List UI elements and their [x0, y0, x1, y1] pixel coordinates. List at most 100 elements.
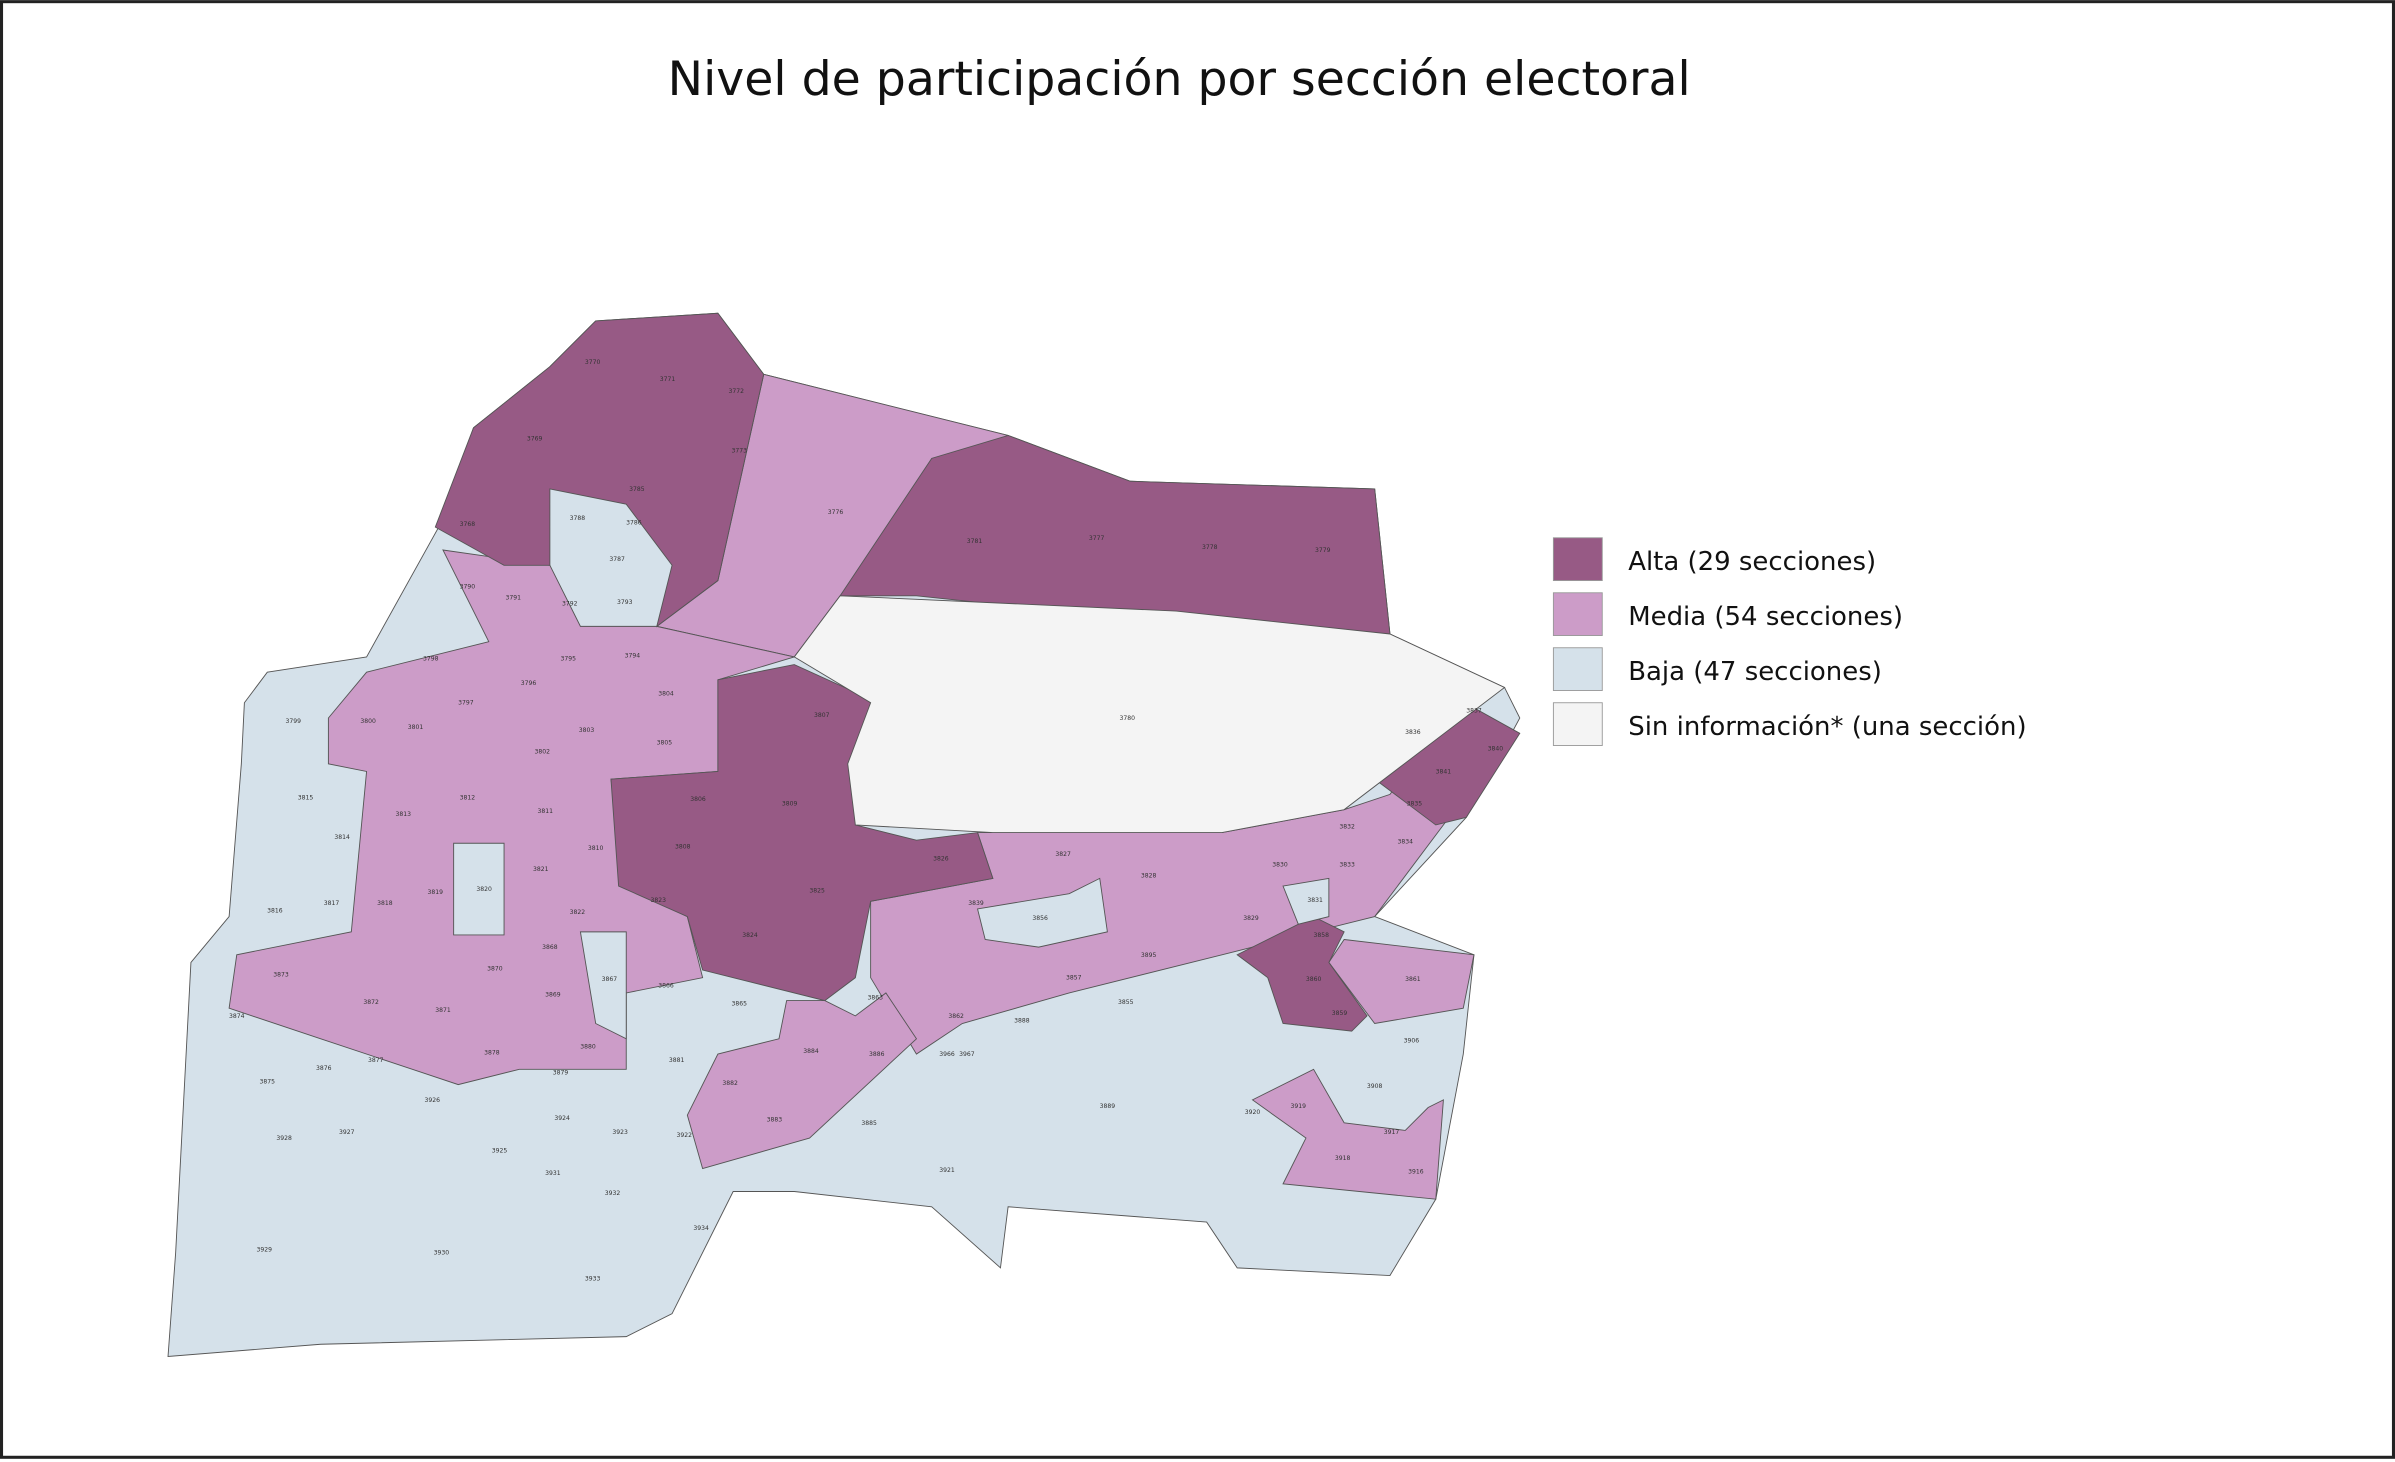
region-media	[1328, 939, 1475, 1025]
section-label: 3925	[492, 1147, 508, 1154]
section-label: 3877	[368, 1057, 384, 1064]
section-label: 3833	[1339, 862, 1355, 869]
region-baja	[453, 842, 505, 936]
legend-label: Alta (29 secciones)	[1628, 547, 1876, 577]
section-label: 3918	[1335, 1155, 1351, 1162]
section-label: 3837	[1466, 707, 1482, 714]
section-label: 3778	[1202, 544, 1218, 551]
section-label: 3834	[1397, 839, 1413, 846]
section-label: 3868	[542, 944, 558, 951]
section-label: 3889	[1100, 1103, 1116, 1110]
section-label: 3931	[545, 1170, 561, 1177]
section-label: 3779	[1315, 547, 1331, 554]
section-label: 3930	[434, 1250, 450, 1257]
section-label: 3798	[423, 655, 439, 662]
section-label: 3966	[939, 1051, 955, 1058]
section-label: 3785	[629, 486, 645, 493]
section-label: 3819	[428, 889, 444, 896]
section-label: 3808	[675, 843, 691, 850]
section-label: 3870	[487, 966, 503, 973]
section-label: 3770	[585, 359, 601, 366]
region-alta	[1236, 916, 1368, 1032]
section-label: 3858	[1313, 932, 1329, 939]
region-sin-info	[793, 595, 1506, 834]
section-label: 3924	[554, 1115, 570, 1122]
section-label: 3831	[1307, 897, 1323, 904]
section-label: 3806	[690, 796, 706, 803]
section-label: 3920	[1245, 1109, 1261, 1116]
section-label: 3876	[316, 1065, 332, 1072]
section-label: 3885	[861, 1120, 877, 1127]
section-label: 3826	[933, 856, 949, 863]
section-label: 3906	[1404, 1037, 1420, 1044]
section-label: 3832	[1339, 823, 1355, 830]
section-label: 3823	[651, 897, 667, 904]
section-label: 3869	[545, 991, 561, 998]
section-label: 3818	[377, 900, 393, 907]
section-label: 3800	[360, 718, 376, 725]
section-label: 3799	[286, 718, 302, 725]
section-label: 3932	[605, 1190, 621, 1197]
section-label: 3859	[1332, 1010, 1348, 1017]
section-label: 3825	[809, 888, 825, 895]
section-label: 3927	[339, 1129, 355, 1136]
section-label: 3884	[803, 1048, 819, 1055]
section-label: 3929	[256, 1247, 272, 1254]
section-label: 3794	[625, 652, 641, 659]
section-label: 3926	[425, 1097, 441, 1104]
section-label: 3801	[408, 724, 424, 731]
section-label: 3824	[742, 932, 758, 939]
region-media	[1251, 1068, 1444, 1200]
section-label: 3861	[1405, 976, 1421, 983]
section-labels: 3770 3771 3772 3773 3769 3768 3788 3785 3786 3787…	[229, 359, 1503, 1282]
section-label: 3803	[579, 727, 595, 734]
section-label: 3776	[828, 509, 844, 516]
section-label: 3879	[553, 1069, 569, 1076]
section-label: 3814	[334, 834, 350, 841]
section-label: 3919	[1291, 1103, 1307, 1110]
section-label: 3881	[669, 1057, 685, 1064]
section-label: 3790	[460, 584, 476, 591]
section-label: 3856	[1032, 915, 1048, 922]
section-label: 3836	[1405, 729, 1421, 736]
region-alta	[434, 312, 765, 628]
section-label: 3860	[1306, 976, 1322, 983]
section-label: 3874	[229, 1013, 245, 1020]
section-label: 3857	[1066, 975, 1082, 982]
legend-swatch	[1552, 702, 1603, 746]
section-label: 3772	[728, 388, 744, 395]
section-label: 3828	[1141, 872, 1157, 879]
section-label: 3908	[1367, 1083, 1383, 1090]
section-label: 3865	[732, 1001, 748, 1008]
section-label: 3863	[867, 995, 883, 1002]
section-label: 3815	[298, 794, 314, 801]
section-label: 3780	[1119, 715, 1135, 722]
section-label: 3882	[722, 1080, 738, 1087]
region-media	[228, 549, 797, 1086]
section-label: 3933	[585, 1276, 601, 1283]
section-label: 3829	[1243, 915, 1259, 922]
legend-label: Sin información* (una sección)	[1628, 712, 2026, 742]
section-label: 3792	[562, 600, 578, 607]
section-label: 3835	[1407, 801, 1423, 808]
region-media	[686, 992, 918, 1170]
section-label: 3855	[1118, 999, 1134, 1006]
section-label: 3928	[276, 1135, 292, 1142]
legend: Alta (29 secciones) Media (54 secciones) B…	[1552, 537, 2027, 746]
section-label: 3771	[660, 376, 676, 383]
section-label: 3866	[658, 982, 674, 989]
section-label: 3809	[782, 801, 798, 808]
section-label: 3822	[570, 909, 586, 916]
section-label: 3805	[657, 739, 673, 746]
section-label: 3923	[612, 1129, 628, 1136]
legend-swatch	[1552, 537, 1603, 582]
section-label: 3922	[677, 1132, 693, 1139]
section-label: 3773	[732, 448, 748, 455]
section-label: 3873	[273, 972, 289, 979]
section-label: 3895	[1141, 952, 1157, 959]
section-label: 3883	[767, 1117, 783, 1124]
section-label: 3934	[693, 1225, 709, 1232]
section-label: 3839	[968, 900, 984, 907]
title: Nivel de participación por sección elect…	[668, 52, 1691, 107]
section-label: 3821	[533, 866, 549, 873]
